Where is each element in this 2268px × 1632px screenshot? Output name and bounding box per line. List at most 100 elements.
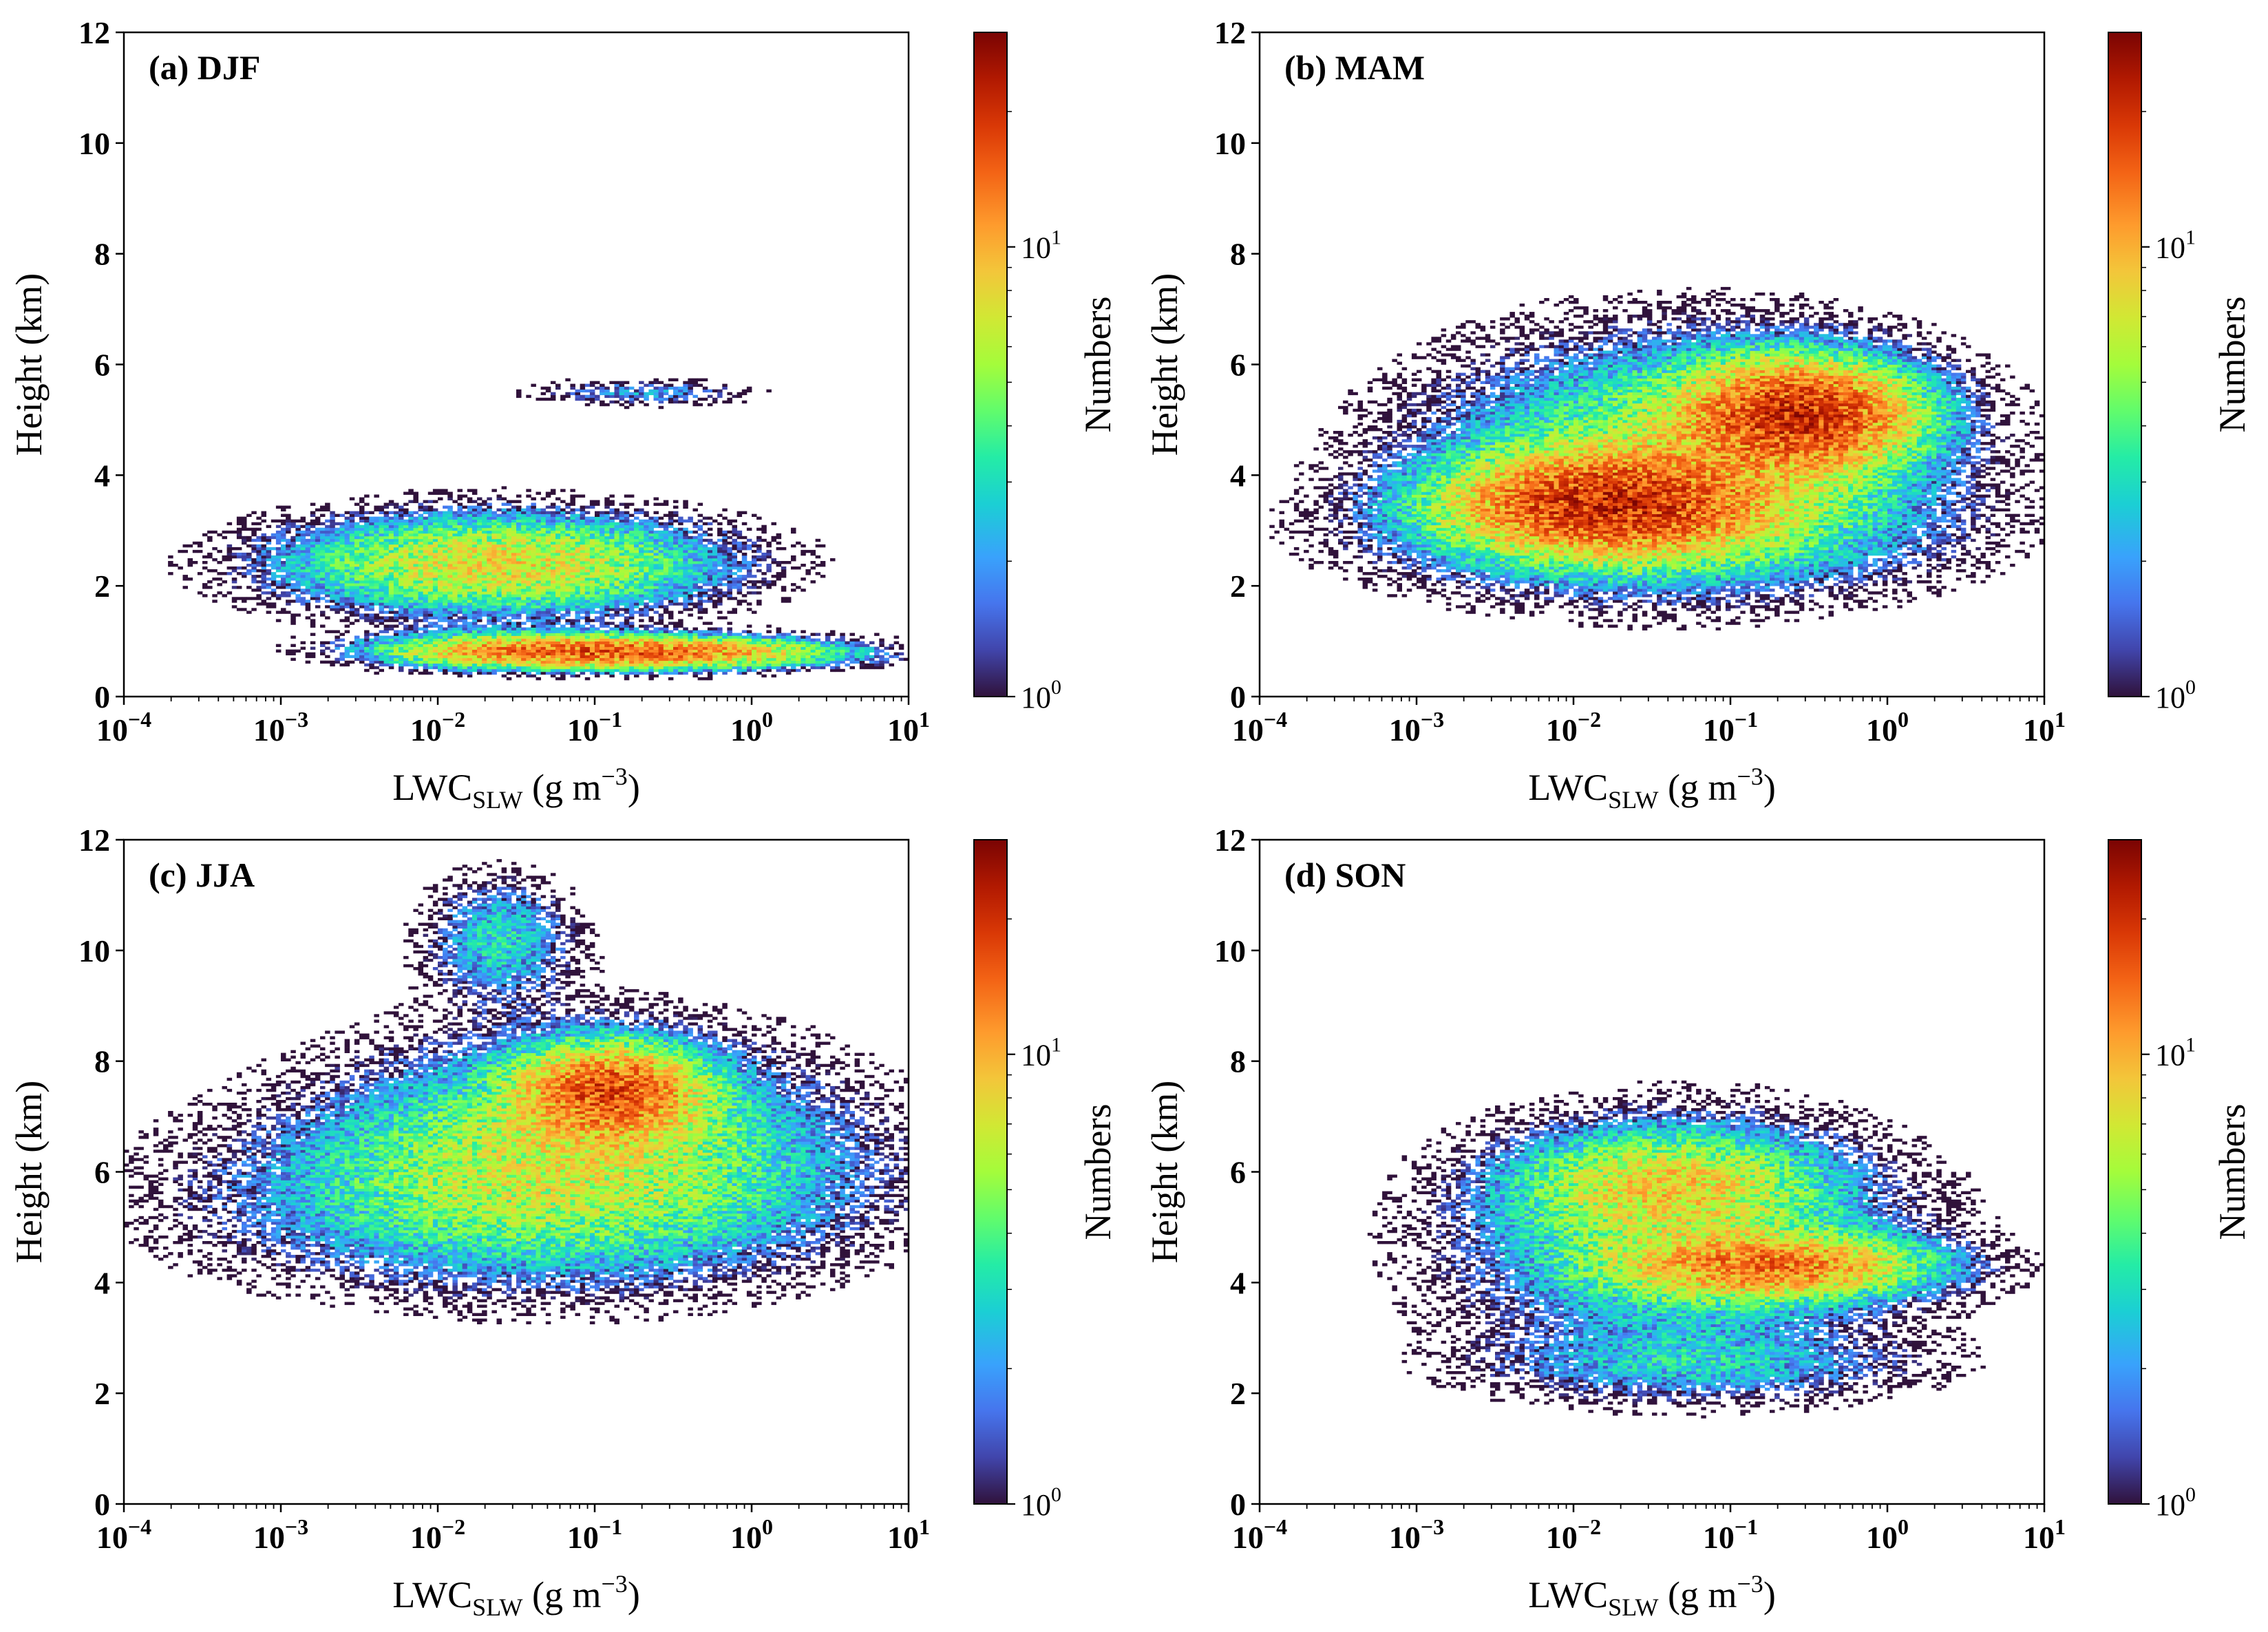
heatmap-cell: [295, 539, 301, 542]
heatmap-cell: [418, 547, 424, 550]
heatmap-cell: [472, 613, 478, 616]
heatmap-cell: [502, 533, 507, 536]
heatmap-cell: [463, 644, 468, 647]
heatmap-cell: [389, 586, 394, 589]
heatmap-cell: [531, 628, 536, 630]
heatmap-cell: [560, 544, 566, 547]
heatmap-cell: [565, 669, 571, 672]
heatmap-cell: [463, 600, 468, 602]
heatmap-cell: [472, 517, 478, 520]
heatmap-cell: [408, 533, 414, 536]
heatmap-cell: [364, 520, 370, 522]
heatmap-cell: [315, 542, 321, 544]
heatmap-cell: [516, 664, 522, 666]
heatmap-cell: [438, 633, 443, 636]
heatmap-cell: [472, 539, 478, 542]
heatmap-cell: [482, 547, 487, 550]
heatmap-cell: [472, 500, 478, 503]
heatmap-cell: [418, 613, 424, 616]
heatmap-cell: [482, 533, 487, 536]
heatmap-cell: [306, 569, 311, 572]
heatmap-cell: [178, 566, 183, 569]
heatmap-cell: [413, 613, 418, 616]
heatmap-cell: [290, 566, 296, 569]
heatmap-cell: [551, 613, 556, 616]
heatmap-cell: [521, 547, 527, 550]
heatmap-cell: [447, 536, 453, 539]
heatmap-cell: [384, 583, 390, 586]
heatmap-cell: [394, 547, 399, 550]
heatmap-cell: [379, 619, 385, 622]
heatmap-cell: [369, 586, 374, 589]
heatmap-cell: [242, 566, 247, 569]
heatmap-cell: [463, 555, 468, 558]
heatmap-cell: [202, 586, 208, 589]
heatmap-cell: [399, 630, 404, 633]
heatmap-cell: [374, 547, 379, 550]
heatmap-cell: [217, 550, 222, 553]
heatmap-cell: [354, 619, 360, 622]
heatmap-cell: [482, 639, 487, 642]
heatmap-cell: [477, 517, 483, 520]
heatmap-cell: [262, 577, 267, 580]
heatmap-cell: [443, 639, 448, 642]
heatmap-cell: [443, 555, 448, 558]
heatmap-cell: [443, 655, 448, 658]
heatmap-cell: [408, 611, 414, 613]
heatmap-cell: [369, 528, 374, 531]
heatmap-cell: [389, 564, 394, 566]
heatmap-cell: [379, 566, 385, 569]
heatmap-cell: [394, 583, 399, 586]
heatmap-cell: [516, 605, 522, 608]
heatmap-cell: [340, 591, 346, 594]
heatmap-cell: [403, 564, 409, 566]
heatmap-cell: [246, 514, 252, 517]
heatmap-cell: [350, 655, 355, 658]
heatmap-cell: [413, 628, 418, 630]
heatmap-cell: [335, 553, 340, 555]
heatmap-cell: [394, 605, 399, 608]
heatmap-cell: [188, 564, 193, 566]
heatmap-cell: [507, 583, 512, 586]
heatmap-cell: [536, 605, 542, 608]
heatmap-cell: [423, 600, 429, 602]
heatmap-cell: [369, 564, 374, 566]
heatmap-cell: [487, 633, 492, 636]
heatmap-cell: [541, 525, 547, 528]
heatmap-cell: [369, 664, 374, 666]
heatmap-cell: [408, 628, 414, 630]
heatmap-cell: [281, 586, 286, 589]
heatmap-cell: [237, 553, 242, 555]
heatmap-cell: [418, 658, 424, 661]
heatmap-cell: [364, 630, 370, 633]
heatmap-cell: [541, 528, 547, 531]
heatmap-cell: [330, 539, 335, 542]
heatmap-cell: [394, 602, 399, 605]
heatmap-cell: [477, 547, 483, 550]
heatmap-cell: [394, 531, 399, 533]
heatmap-cell: [251, 558, 257, 561]
heatmap-cell: [369, 655, 374, 658]
heatmap-cell: [463, 647, 468, 650]
heatmap-cell: [502, 630, 507, 633]
heatmap-cell: [413, 647, 418, 650]
heatmap-cell: [262, 586, 267, 589]
heatmap-cell: [526, 613, 531, 616]
heatmap-cell: [458, 544, 463, 547]
heatmap-cell: [502, 511, 507, 514]
heatmap-cell: [418, 520, 424, 522]
heatmap-cell: [546, 528, 551, 531]
heatmap-cell: [443, 553, 448, 555]
heatmap-cell: [458, 555, 463, 558]
heatmap-cell: [266, 583, 272, 586]
heatmap-cell: [320, 542, 326, 544]
heatmap-cell: [345, 517, 350, 520]
heatmap-cell: [399, 533, 404, 536]
heatmap-cell: [359, 550, 365, 553]
heatmap-cell: [290, 550, 296, 553]
heatmap-cell: [560, 536, 566, 539]
heatmap-cell: [531, 583, 536, 586]
heatmap-cell: [413, 639, 418, 642]
heatmap-cell: [447, 492, 453, 495]
heatmap-cell: [394, 594, 399, 597]
